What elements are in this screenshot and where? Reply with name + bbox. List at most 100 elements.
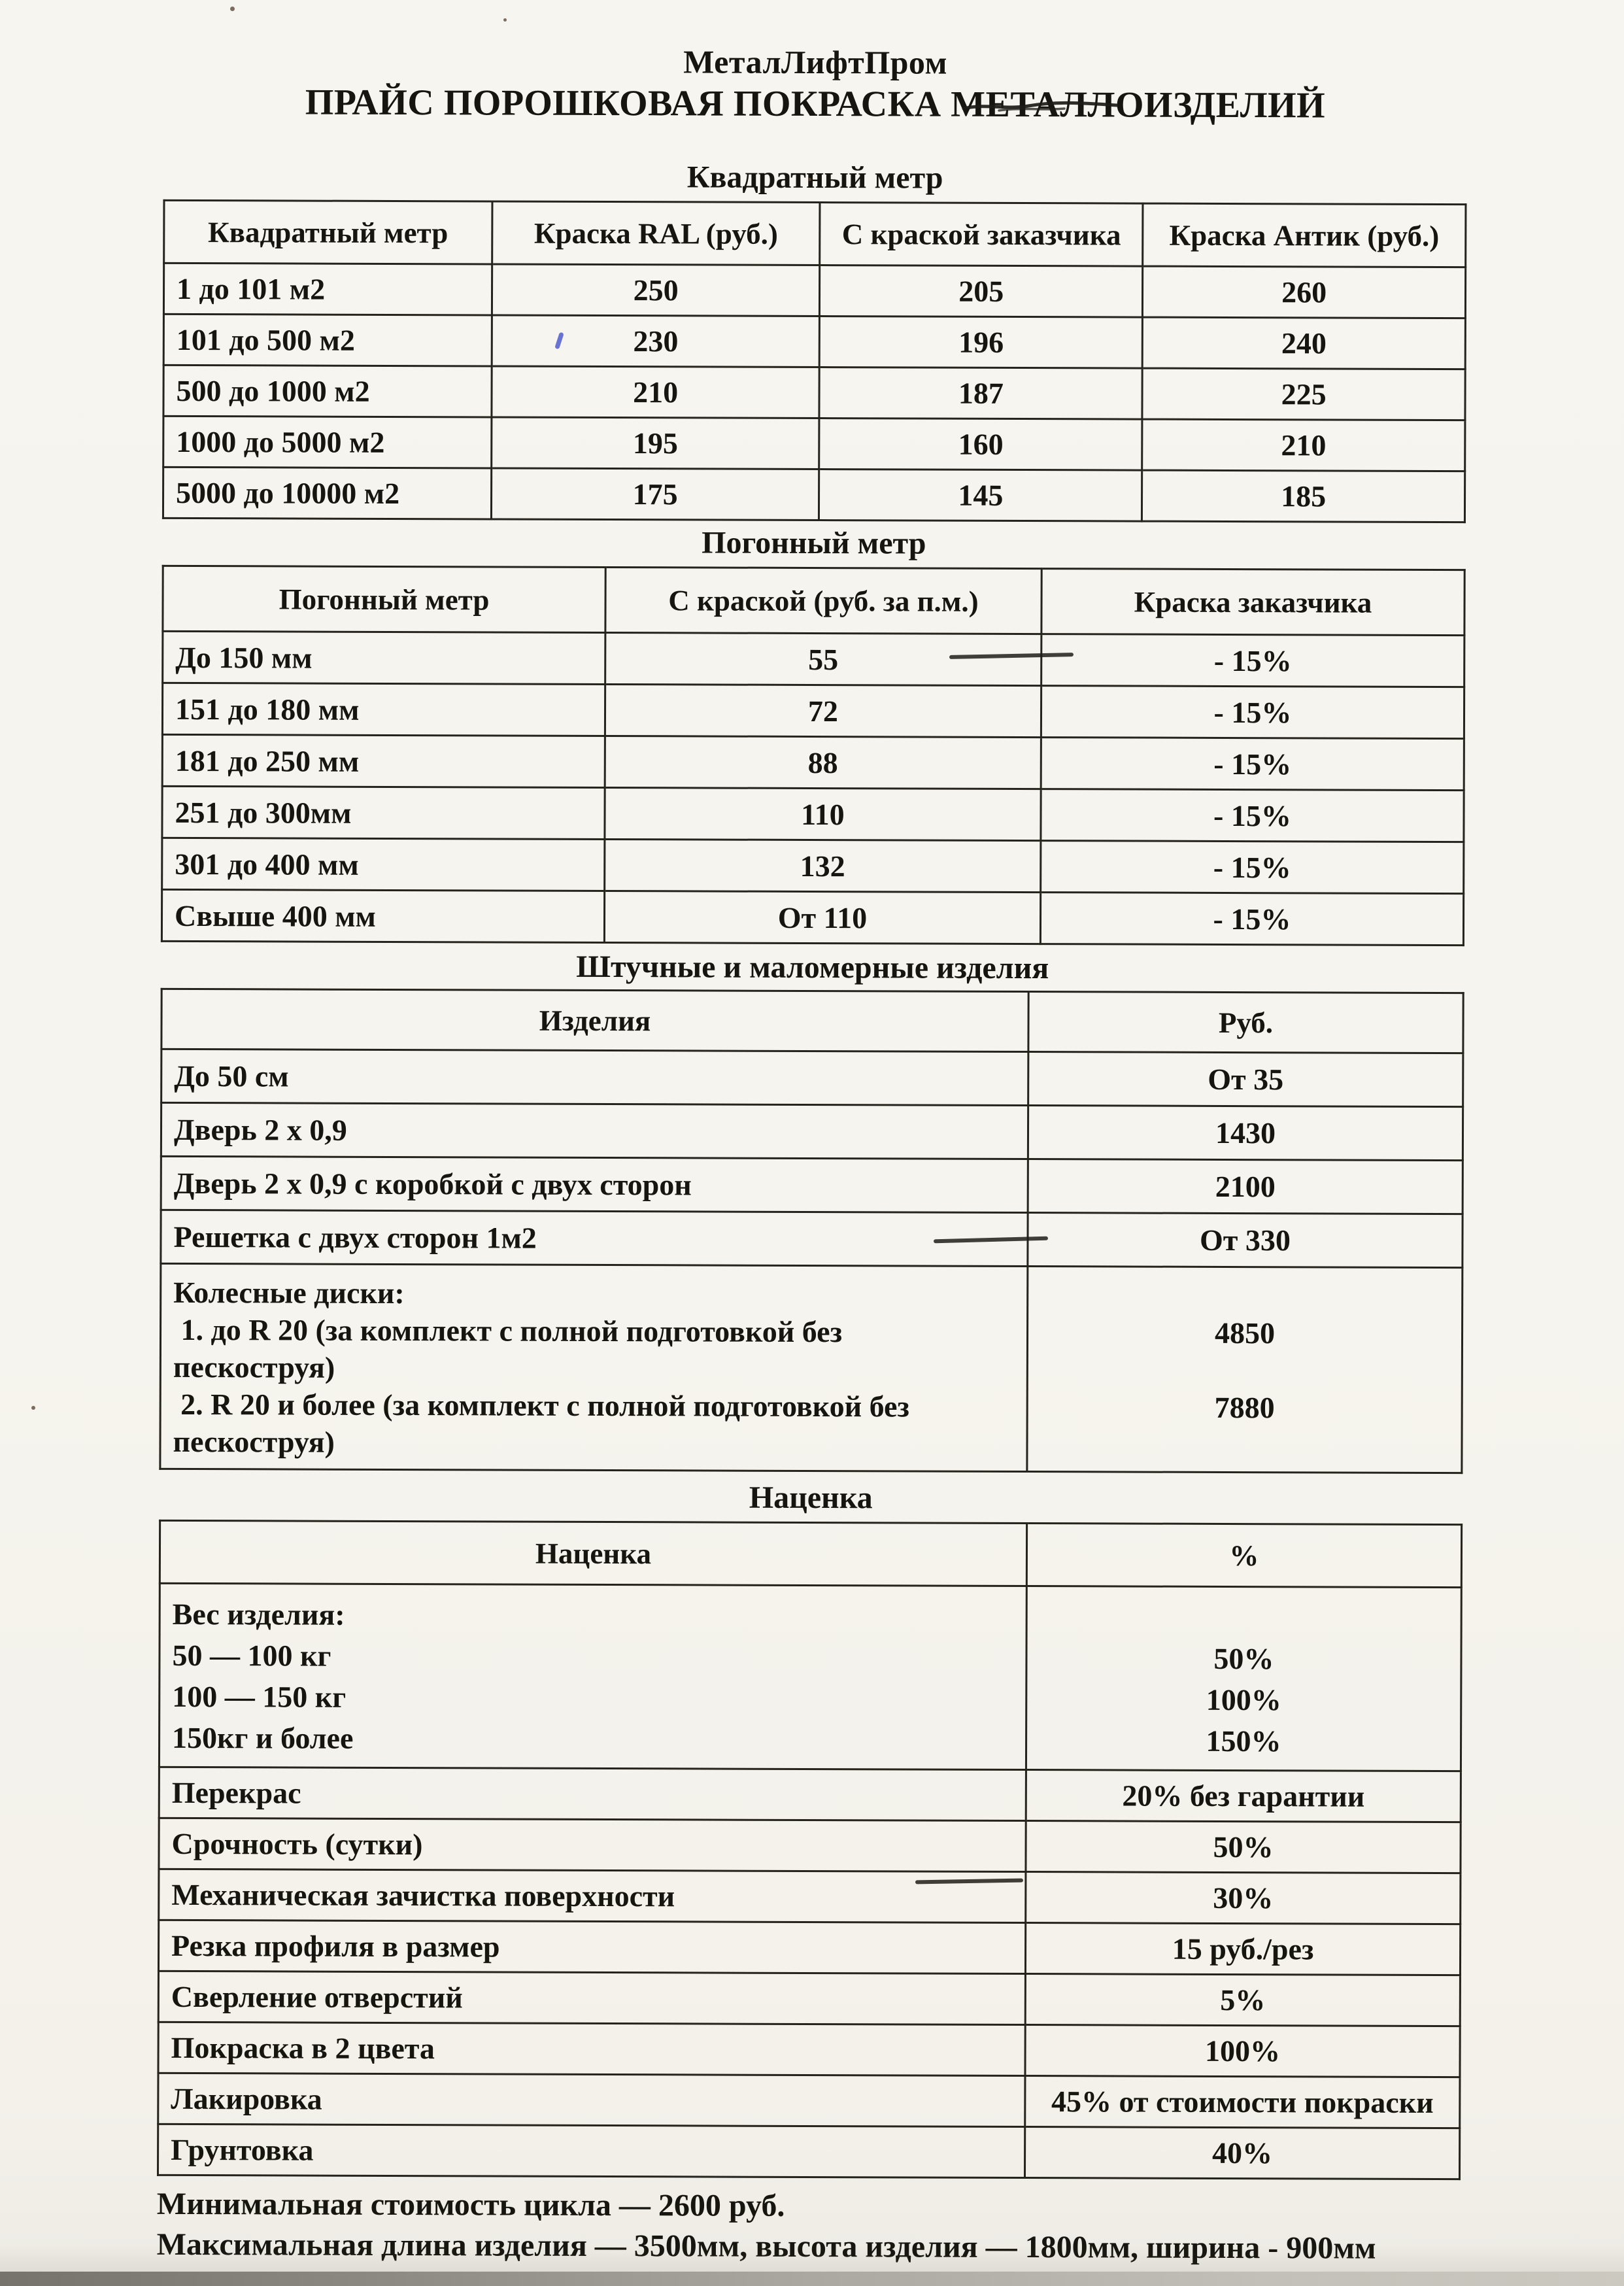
spacer-line xyxy=(1040,1425,1449,1464)
percent-value: 100% xyxy=(1206,1682,1281,1717)
spacer-line xyxy=(1040,1276,1449,1315)
percent-cell: 20% без гарантии xyxy=(1026,1769,1461,1822)
row-label-cell: 1 до 101 м2 xyxy=(163,263,492,315)
table-header-row: Квадратный метр Краска RAL (руб.) С крас… xyxy=(163,200,1466,267)
price-cell: От 110 xyxy=(604,891,1041,944)
row-label-cell: Лакировка xyxy=(158,2073,1025,2127)
price-value: 7880 xyxy=(1214,1390,1275,1425)
section-title-markup: Наценка xyxy=(749,1480,873,1516)
price-cell: 210 xyxy=(491,366,820,418)
row-label-cell: 301 до 400 мм xyxy=(161,838,605,891)
column-header: Краска Антик (руб.) xyxy=(1142,203,1466,267)
row-label-cell: 5000 до 10000 м2 xyxy=(163,467,492,519)
price-cell: 210 xyxy=(1142,419,1465,471)
discount-cell: - 15% xyxy=(1040,789,1464,842)
section-title-piece-items: Штучные и маломерные изделия xyxy=(576,949,1049,986)
page-title: ПРАЙС ПОРОШКОВАЯ ПОКРАСКА МЕТАЛЛОИЗДЕЛИЙ xyxy=(305,82,1326,126)
row-label-cell: Перекрас xyxy=(159,1767,1026,1821)
price-cell: 132 xyxy=(604,839,1041,893)
discount-cell: - 15% xyxy=(1041,634,1464,687)
row-label-cell: До 50 см xyxy=(161,1049,1028,1106)
row-label-cell: Срочность (сутки) xyxy=(158,1818,1026,1872)
scan-edge-shadow xyxy=(0,2272,1624,2286)
price-cell: 72 xyxy=(605,684,1041,738)
piece-items-table: Изделия Руб. До 50 см От 35 Дверь 2 х 0,… xyxy=(159,988,1464,1474)
discount-cell: - 15% xyxy=(1040,840,1464,894)
text-line: 1. до R 20 (за комплект с полной подгото… xyxy=(173,1312,843,1349)
row-label-cell: 500 до 1000 м2 xyxy=(163,365,492,417)
row-label-cell: Резка профиля в размер xyxy=(158,1920,1026,1974)
price-cell: 55 xyxy=(605,632,1041,686)
table-row: Грунтовка 40% xyxy=(158,2124,1460,2179)
table-row: 1 до 101 м2 250 205 260 xyxy=(163,263,1466,318)
price-cell: От 330 xyxy=(1027,1212,1463,1268)
row-label-cell: Вес изделия: 50 — 100 кг 100 — 150 кг 15… xyxy=(159,1583,1027,1770)
table-row: 5000 до 10000 м2 175 145 185 xyxy=(163,467,1465,522)
spacer-line xyxy=(1040,1596,1449,1639)
price-cell: 250 xyxy=(492,264,820,316)
row-label-cell: Свыше 400 мм xyxy=(161,889,605,943)
table-row: Перекрас 20% без гарантии xyxy=(159,1767,1461,1822)
column-header: С краской (руб. за п.м.) xyxy=(605,567,1042,634)
text-line: пескоструя) xyxy=(173,1424,335,1459)
spacer-line xyxy=(1040,1351,1449,1390)
price-cell: 2100 xyxy=(1028,1159,1463,1214)
markup-table: Наценка % Вес изделия: 50 — 100 кг 100 —… xyxy=(157,1520,1463,2180)
row-label-cell: Решетка с двух сторон 1м2 xyxy=(160,1210,1028,1267)
text-line: Вес изделия: xyxy=(172,1597,345,1631)
percent-value: 150% xyxy=(1206,1724,1281,1758)
column-header: С краской заказчика xyxy=(820,202,1143,267)
section-title-linear-meter: Погонный метр xyxy=(702,525,926,561)
column-header: Изделия xyxy=(161,989,1029,1052)
price-cell: 230 xyxy=(491,315,820,367)
table-row: Механическая зачистка поверхности 30% xyxy=(158,1869,1461,1924)
section-title-square-meter: Квадратный метр xyxy=(686,160,943,196)
table-row: 151 до 180 мм 72 - 15% xyxy=(162,683,1464,739)
text-line: Колесные диски: xyxy=(173,1275,405,1310)
row-label-cell: 101 до 500 м2 xyxy=(163,314,492,366)
column-header: Краска RAL (руб.) xyxy=(492,201,820,265)
percent-cell: 50% xyxy=(1025,1820,1461,1873)
price-cell: 1430 xyxy=(1028,1105,1463,1161)
column-header: Наценка xyxy=(160,1520,1027,1586)
weight-markup-row: Вес изделия: 50 — 100 кг 100 — 150 кг 15… xyxy=(159,1583,1462,1771)
table-row: До 150 мм 55 - 15% xyxy=(162,631,1464,687)
row-label-cell: Дверь 2 х 0,9 xyxy=(161,1102,1028,1159)
price-cell: От 35 xyxy=(1028,1051,1463,1107)
table-row: 500 до 1000 м2 210 187 225 xyxy=(163,365,1466,420)
price-cell: 240 xyxy=(1142,317,1466,369)
row-label-cell: Колесные диски: 1. до R 20 (за комплект … xyxy=(160,1263,1028,1472)
price-cell: 260 xyxy=(1142,266,1466,318)
price-cell: 195 xyxy=(491,417,820,469)
table-row: Решетка с двух сторон 1м2 От 330 xyxy=(160,1210,1463,1268)
column-header: Руб. xyxy=(1028,991,1464,1053)
table-header-row: Наценка % xyxy=(160,1520,1462,1588)
text-line: 50 — 100 кг xyxy=(172,1638,331,1673)
price-cell: 187 xyxy=(819,367,1143,420)
column-header: Квадратный метр xyxy=(163,200,492,264)
row-label-cell: 1000 до 5000 м2 xyxy=(163,416,492,468)
percent-value: 50% xyxy=(1213,1641,1274,1676)
table-row: Дверь 2 х 0,9 с коробкой с двух сторон 2… xyxy=(161,1156,1463,1214)
row-label-cell: 251 до 300мм xyxy=(161,786,605,840)
discount-cell: - 15% xyxy=(1040,892,1464,946)
linear-meter-table: Погонный метр С краской (руб. за п.м.) К… xyxy=(161,565,1466,946)
table-row: 101 до 500 м2 230 196 240 xyxy=(163,314,1466,369)
percent-cell: 45% от стоимости покраски xyxy=(1024,2075,1460,2128)
price-cell: 160 xyxy=(819,418,1143,471)
percent-cell: 15 руб./рез xyxy=(1025,1922,1461,1975)
square-meter-table: Квадратный метр Краска RAL (руб.) С крас… xyxy=(162,199,1467,523)
text-line: 150кг и более xyxy=(172,1720,354,1755)
table-row: Лакировка 45% от стоимости покраски xyxy=(158,2073,1460,2128)
company-name: МеталЛифтПром xyxy=(683,43,948,81)
table-header-row: Погонный метр С краской (руб. за п.м.) К… xyxy=(162,566,1465,636)
column-header: Краска заказчика xyxy=(1041,568,1465,636)
price-cell: 205 xyxy=(819,265,1143,318)
footer-min-cycle-cost: Минимальная стоимость цикла — 2600 руб. xyxy=(156,2186,785,2223)
price-cell: 110 xyxy=(604,787,1041,841)
price-cell: 196 xyxy=(819,316,1143,369)
price-cell: 4850 7880 xyxy=(1026,1266,1463,1473)
table-row: 1000 до 5000 м2 195 160 210 xyxy=(163,416,1465,471)
